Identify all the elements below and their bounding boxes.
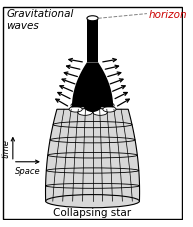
Text: time: time bbox=[1, 139, 10, 158]
Ellipse shape bbox=[78, 109, 93, 116]
Text: Gravitational
waves: Gravitational waves bbox=[6, 9, 74, 30]
Polygon shape bbox=[46, 110, 140, 201]
Ellipse shape bbox=[69, 107, 82, 113]
Ellipse shape bbox=[93, 109, 108, 116]
Polygon shape bbox=[72, 63, 113, 108]
Text: horizon: horizon bbox=[149, 10, 187, 20]
Ellipse shape bbox=[85, 98, 100, 106]
Ellipse shape bbox=[83, 98, 102, 113]
Ellipse shape bbox=[97, 102, 114, 110]
Polygon shape bbox=[87, 19, 98, 63]
Ellipse shape bbox=[46, 195, 139, 208]
Ellipse shape bbox=[103, 107, 116, 113]
Ellipse shape bbox=[71, 102, 88, 110]
Ellipse shape bbox=[87, 17, 98, 22]
Text: Collapsing star: Collapsing star bbox=[53, 207, 132, 217]
Text: Space: Space bbox=[15, 166, 41, 175]
